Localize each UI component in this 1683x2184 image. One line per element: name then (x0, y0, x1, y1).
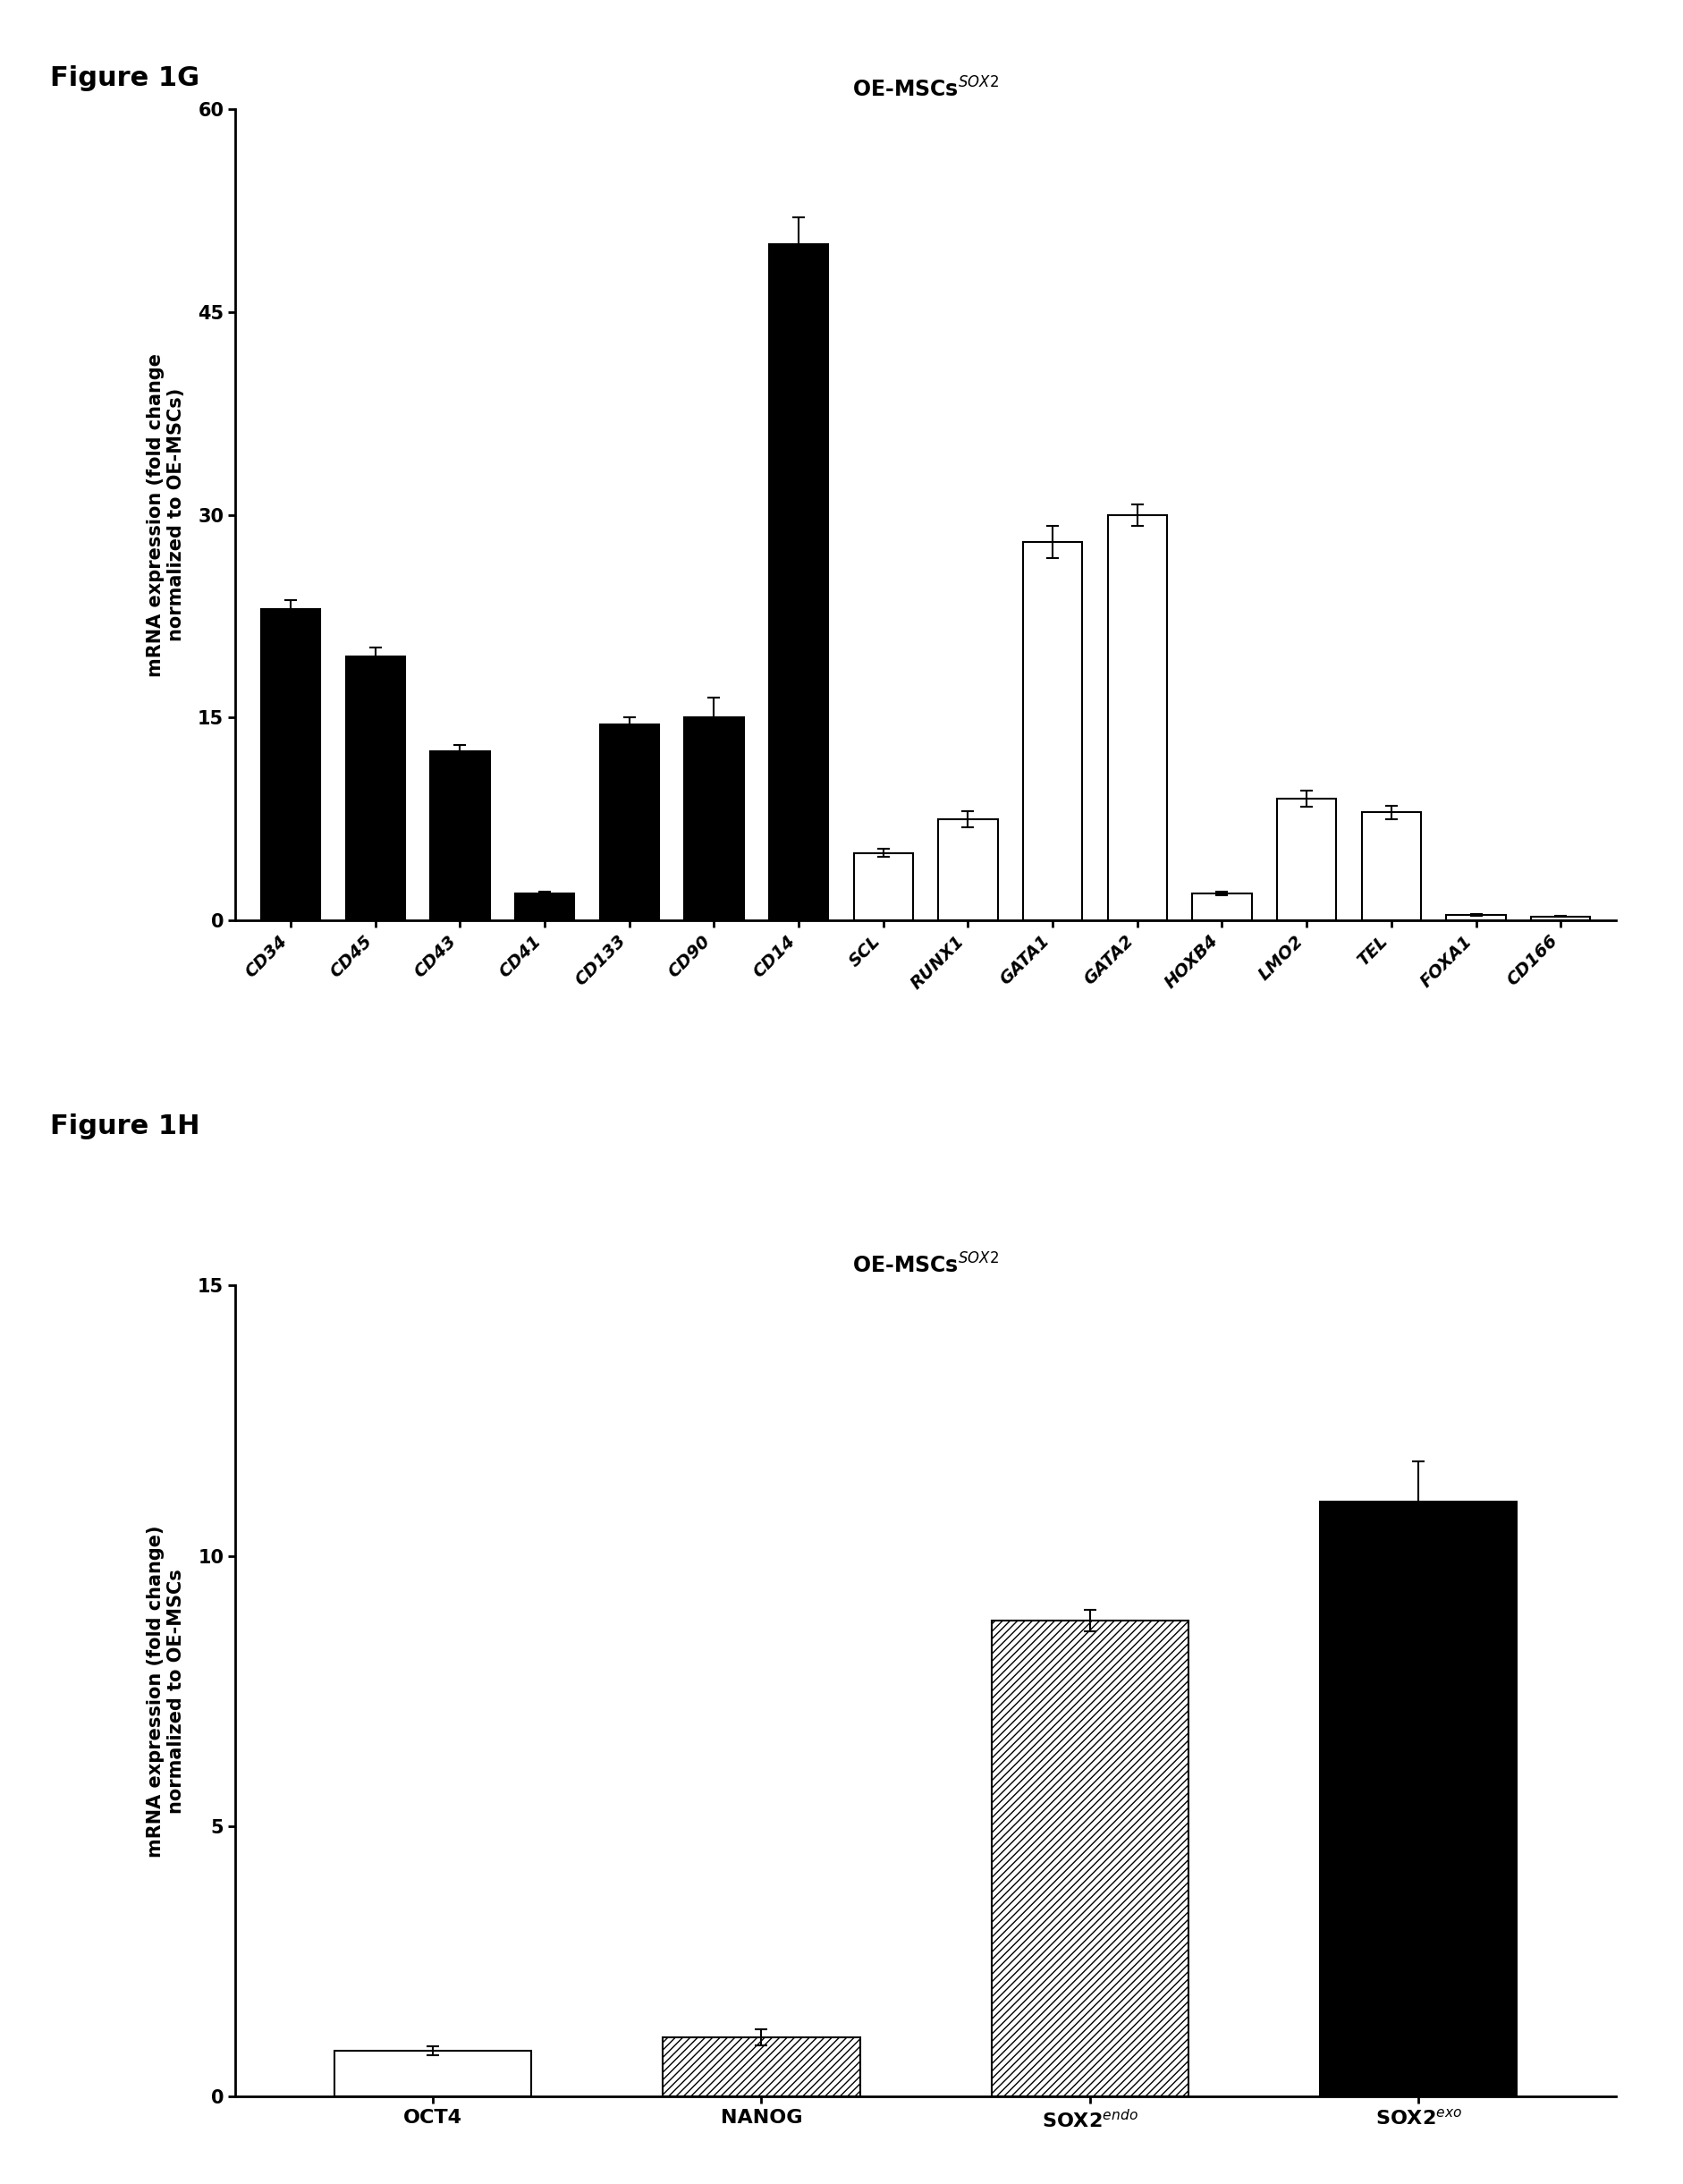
Bar (345, 657, 406, 919)
Bar (1446, 915, 1506, 919)
Bar (991, 1621, 1188, 2097)
Text: Figure 1G: Figure 1G (50, 66, 200, 92)
Bar (1362, 812, 1420, 919)
Bar (1319, 1503, 1516, 2097)
Bar (1192, 893, 1252, 919)
Text: Figure 1H: Figure 1H (50, 1114, 200, 1140)
Y-axis label: mRNA expression (fold change
normalized to OE-MSCs): mRNA expression (fold change normalized … (146, 354, 185, 677)
Y-axis label: mRNA expression (fold change)
normalized to OE-MSCs: mRNA expression (fold change) normalized… (146, 1524, 185, 1856)
Bar (1532, 917, 1590, 919)
Bar (335, 2051, 532, 2097)
Bar (939, 819, 998, 919)
Bar (685, 719, 744, 919)
Bar (1277, 799, 1336, 919)
Title: OE-MSCs$^{SOX2}$: OE-MSCs$^{SOX2}$ (852, 1254, 1000, 1278)
Bar (515, 893, 574, 919)
Title: OE-MSCs$^{SOX2}$: OE-MSCs$^{SOX2}$ (852, 76, 1000, 100)
Bar (663, 2038, 860, 2097)
Bar (853, 852, 912, 919)
Bar (599, 725, 660, 919)
Bar (1107, 515, 1166, 919)
Bar (1023, 542, 1082, 919)
Bar (769, 245, 828, 919)
Bar (261, 609, 320, 919)
Bar (431, 751, 490, 919)
